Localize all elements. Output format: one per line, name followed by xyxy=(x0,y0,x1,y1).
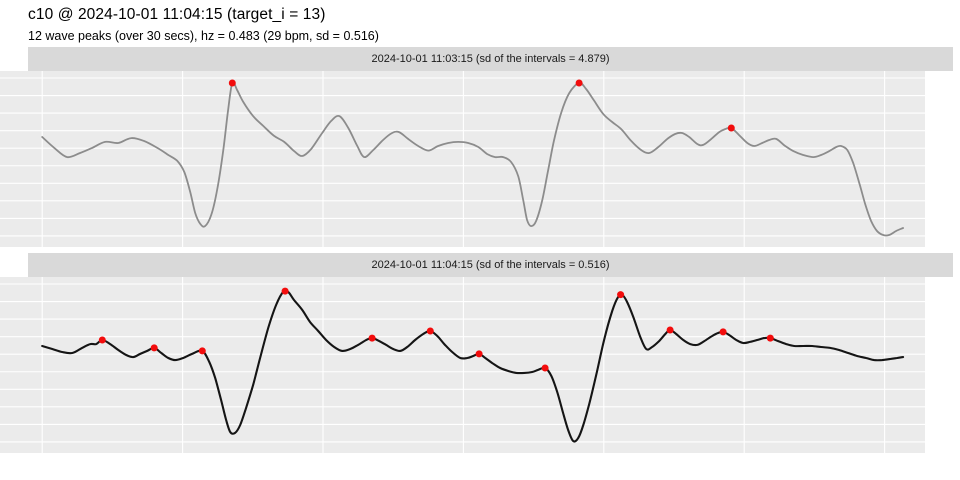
peak-dot xyxy=(426,327,434,335)
panel-2-waveform-plot xyxy=(0,277,925,453)
chart-title: c10 @ 2024-10-01 11:04:15 (target_i = 13… xyxy=(28,6,326,23)
panel-background xyxy=(0,71,925,247)
peak-dot xyxy=(727,124,735,132)
facet-strip-1: 2024-10-01 11:03:15 (sd of the intervals… xyxy=(28,47,953,71)
peak-dot xyxy=(98,336,106,344)
panel-1-waveform-plot xyxy=(0,71,925,247)
peak-dot xyxy=(150,344,158,352)
peak-dot xyxy=(475,350,483,358)
wave-line xyxy=(41,81,904,237)
peak-dot xyxy=(198,347,206,355)
panel-background xyxy=(0,277,925,453)
facet-panel-2 xyxy=(0,277,925,453)
facet-strip-2-label: 2024-10-01 11:04:15 (sd of the intervals… xyxy=(371,259,610,271)
peak-dot xyxy=(368,334,376,342)
facet-panel-1 xyxy=(0,71,925,247)
peak-dot xyxy=(617,291,625,299)
peak-dot xyxy=(281,287,289,295)
peak-dot xyxy=(228,79,236,87)
peak-dot xyxy=(666,326,674,334)
peak-dot xyxy=(766,334,774,342)
peak-dot xyxy=(541,364,549,372)
peak-dot xyxy=(719,328,727,336)
chart-subtitle: 12 wave peaks (over 30 secs), hz = 0.483… xyxy=(28,29,379,43)
facet-strip-2: 2024-10-01 11:04:15 (sd of the intervals… xyxy=(28,253,953,277)
facet-strip-1-label: 2024-10-01 11:03:15 (sd of the intervals… xyxy=(371,53,610,65)
peak-dot xyxy=(575,79,583,87)
